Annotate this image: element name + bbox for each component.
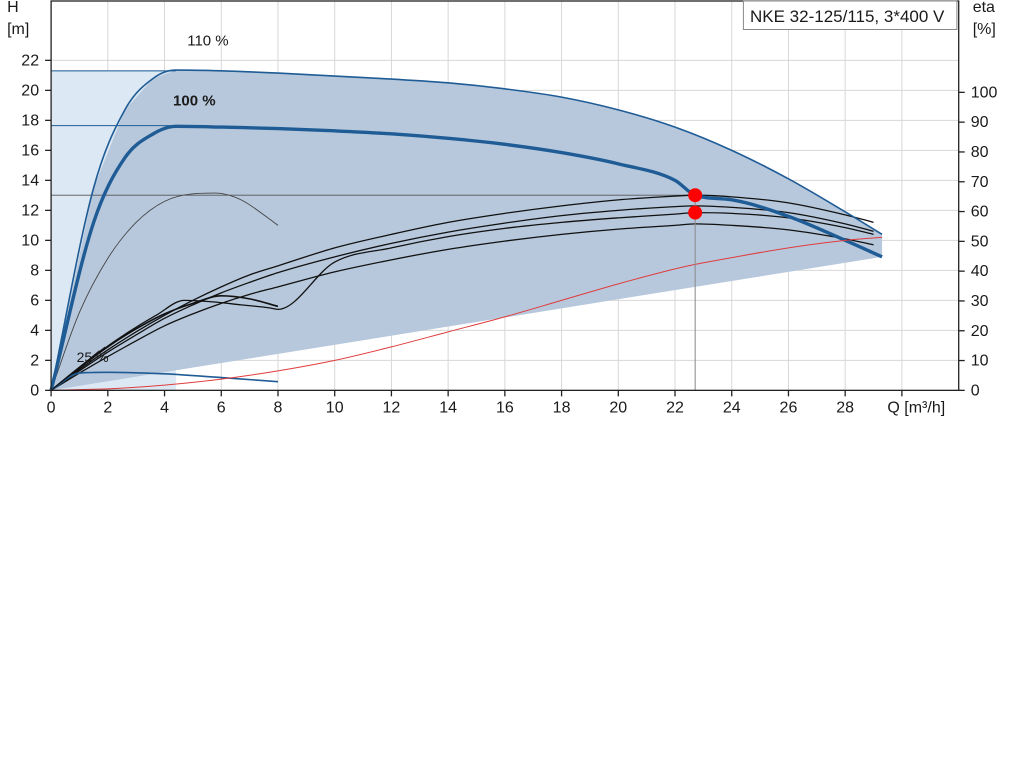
svg-text:0: 0 xyxy=(971,382,980,399)
svg-text:0: 0 xyxy=(30,382,39,399)
svg-text:2: 2 xyxy=(30,352,39,369)
svg-text:50: 50 xyxy=(971,233,989,250)
svg-text:60: 60 xyxy=(971,204,989,221)
svg-text:40: 40 xyxy=(971,263,989,280)
svg-text:110 %: 110 % xyxy=(187,32,228,49)
svg-text:14: 14 xyxy=(439,399,457,416)
svg-text:16: 16 xyxy=(21,142,39,159)
svg-text:100 %: 100 % xyxy=(173,92,216,109)
svg-text:10: 10 xyxy=(326,399,344,416)
svg-text:0: 0 xyxy=(47,399,56,416)
svg-text:eta: eta xyxy=(973,0,995,16)
svg-text:100: 100 xyxy=(971,84,998,101)
svg-text:8: 8 xyxy=(274,399,283,416)
svg-text:28: 28 xyxy=(836,399,854,416)
svg-text:4: 4 xyxy=(30,322,39,339)
svg-text:12: 12 xyxy=(21,202,39,219)
svg-text:10: 10 xyxy=(21,232,39,249)
svg-text:22: 22 xyxy=(666,399,684,416)
svg-text:20: 20 xyxy=(971,323,989,340)
svg-text:12: 12 xyxy=(383,399,401,416)
svg-text:4: 4 xyxy=(160,399,169,416)
svg-text:10: 10 xyxy=(971,353,989,370)
svg-text:80: 80 xyxy=(971,144,989,161)
svg-text:2: 2 xyxy=(103,399,112,416)
svg-text:30: 30 xyxy=(971,293,989,310)
svg-text:Q [m³/h]: Q [m³/h] xyxy=(887,399,945,416)
svg-text:6: 6 xyxy=(30,292,39,309)
svg-text:14: 14 xyxy=(21,172,39,189)
svg-text:[%]: [%] xyxy=(973,21,996,38)
svg-text:NKE 32-125/115, 3*400 V: NKE 32-125/115, 3*400 V xyxy=(750,7,945,26)
svg-text:20: 20 xyxy=(609,399,627,416)
svg-text:24: 24 xyxy=(723,399,741,416)
svg-text:26: 26 xyxy=(780,399,798,416)
svg-text:90: 90 xyxy=(971,114,989,131)
svg-text:18: 18 xyxy=(21,112,39,129)
svg-text:[m]: [m] xyxy=(7,21,29,38)
svg-text:70: 70 xyxy=(971,174,989,191)
svg-text:20: 20 xyxy=(21,82,39,99)
svg-text:22: 22 xyxy=(21,52,39,69)
svg-text:8: 8 xyxy=(30,262,39,279)
svg-text:25 %: 25 % xyxy=(77,349,109,365)
svg-text:18: 18 xyxy=(553,399,571,416)
svg-text:6: 6 xyxy=(217,399,226,416)
svg-text:H: H xyxy=(7,0,19,16)
svg-text:16: 16 xyxy=(496,399,514,416)
